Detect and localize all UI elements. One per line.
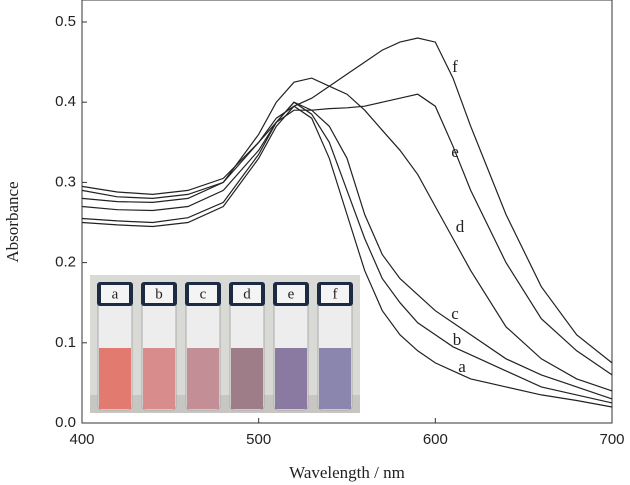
y-tick-label: 0.0 (55, 414, 76, 431)
x-tick-label: 500 (246, 431, 271, 448)
vial-liquid (99, 348, 131, 409)
x-tick-label: 600 (423, 431, 448, 448)
vial-label: a (112, 286, 119, 302)
cap-label-bg (277, 285, 305, 303)
vial-label: f (333, 286, 338, 302)
vial-liquid (275, 348, 307, 409)
curve-label: c (451, 304, 459, 323)
photo-background (90, 275, 360, 413)
vial-photo: a b c d e f (90, 275, 360, 413)
x-axis-title: Wavelength / nm (289, 463, 405, 482)
vial-liquid (319, 348, 351, 409)
y-tick-label: 0.4 (55, 93, 76, 110)
cap-label-bg (145, 285, 173, 303)
vial-label: d (243, 286, 251, 302)
y-tick-label: 0.2 (55, 254, 76, 271)
spectrum-line (81, 101, 613, 400)
vial-liquid (231, 348, 263, 409)
spectrum-line (81, 101, 613, 404)
vial-liquid (187, 348, 219, 409)
curve-label: d (456, 217, 465, 236)
x-tick-label: 700 (599, 431, 624, 448)
spectrum-line (81, 77, 613, 392)
vial-label: c (200, 286, 207, 302)
y-axis-title: Absorbance (3, 181, 22, 262)
x-tick-label: 400 (69, 431, 94, 448)
curve-label: a (458, 357, 466, 376)
curve-label: e (451, 142, 459, 161)
spectrum-line (81, 37, 613, 364)
y-tick-label: 0.1 (55, 334, 76, 351)
vial-liquid (143, 348, 175, 409)
cap-label-bg (189, 285, 217, 303)
curve-label: f (452, 57, 458, 76)
cap-label-bg (233, 285, 261, 303)
spectrum-line (81, 93, 613, 376)
vial-label: e (288, 286, 295, 302)
curve-label: b (453, 330, 462, 349)
vial-label: b (155, 286, 163, 302)
cap-label-bg (101, 285, 129, 303)
y-tick-label: 0.3 (55, 173, 76, 190)
cap-label-bg (321, 285, 349, 303)
plot-frame (81, 0, 613, 424)
spectrum-line (81, 105, 613, 408)
y-tick-label: 0.5 (55, 13, 76, 30)
